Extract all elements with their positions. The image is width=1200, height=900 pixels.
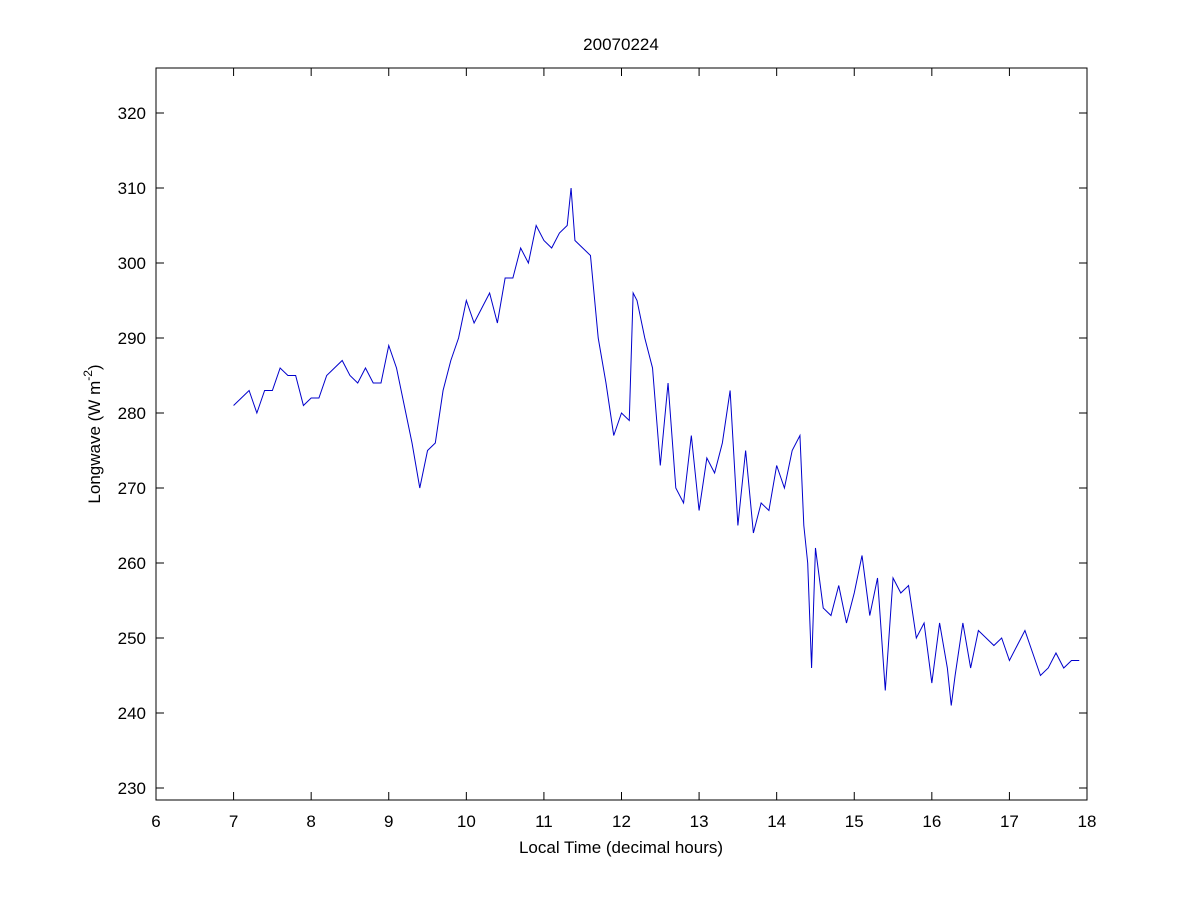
x-tick-label: 12 [612, 812, 631, 831]
x-tick-label: 17 [1000, 812, 1019, 831]
x-tick-label: 10 [457, 812, 476, 831]
y-tick-label: 280 [118, 404, 146, 423]
x-tick-label: 11 [535, 812, 553, 831]
chart-title: 20070224 [583, 35, 659, 54]
y-tick-label: 250 [118, 629, 146, 648]
x-tick-label: 14 [767, 812, 786, 831]
x-tick-label: 16 [922, 812, 941, 831]
y-tick-label: 260 [118, 554, 146, 573]
y-tick-label: 240 [118, 704, 146, 723]
y-tick-label: 310 [118, 179, 146, 198]
y-tick-label: 290 [118, 329, 146, 348]
x-tick-label: 9 [384, 812, 393, 831]
x-axis-label: Local Time (decimal hours) [519, 838, 723, 857]
y-tick-label: 230 [118, 779, 146, 798]
x-tick-label: 13 [690, 812, 709, 831]
y-axis-label: Longwave (W m-2) [81, 364, 104, 503]
y-label-text: Longwave (W m [85, 381, 104, 504]
data-line [233, 187, 1080, 706]
y-tick-label: 270 [118, 479, 146, 498]
x-tick-label: 18 [1078, 812, 1097, 831]
plot-frame [155, 67, 1088, 801]
x-tick-label: 15 [845, 812, 864, 831]
x-tick-label: 7 [229, 812, 238, 831]
x-tick-label: 8 [306, 812, 315, 831]
y-label-superscript: -2 [81, 370, 95, 381]
x-tick-label: 6 [151, 812, 160, 831]
y-tick-label: 300 [118, 254, 146, 273]
y-label-suffix: ) [85, 364, 104, 370]
y-tick-label: 320 [118, 104, 146, 123]
